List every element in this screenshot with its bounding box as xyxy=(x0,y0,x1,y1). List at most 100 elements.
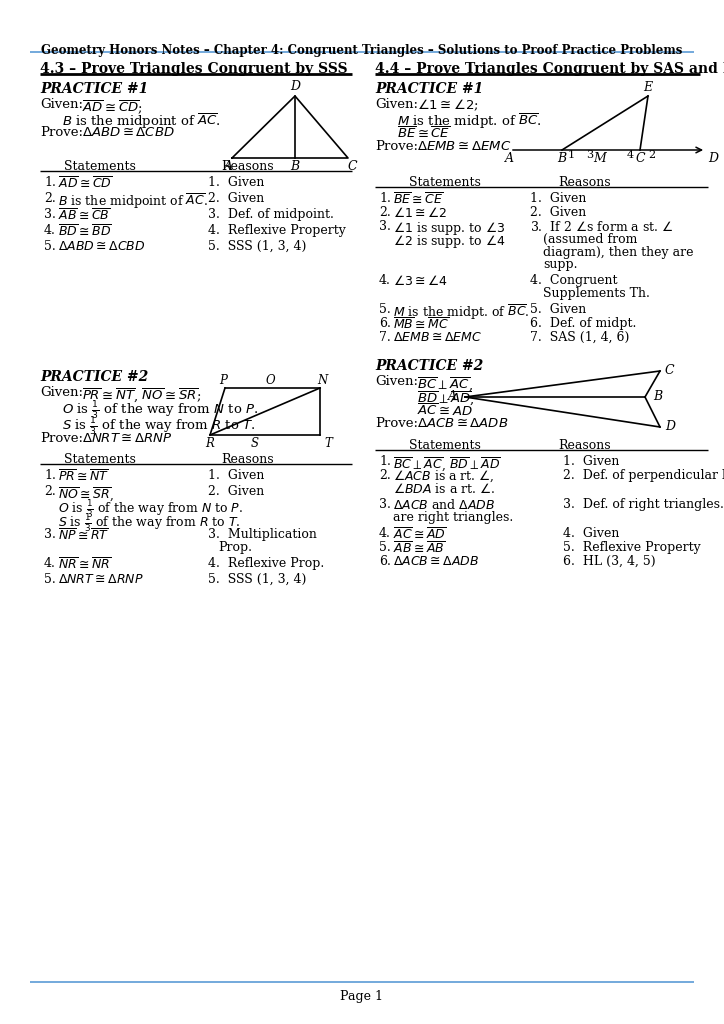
Text: B: B xyxy=(290,160,300,173)
Text: 4.  Given: 4. Given xyxy=(563,527,619,540)
Text: 6.  Def. of midpt.: 6. Def. of midpt. xyxy=(530,317,636,330)
Text: R: R xyxy=(205,437,214,450)
Text: $B$ is the midpoint of $\overline{AC}$.: $B$ is the midpoint of $\overline{AC}$. xyxy=(62,112,221,131)
Text: 1.  Given: 1. Given xyxy=(563,455,619,468)
Text: B: B xyxy=(557,152,567,165)
Text: 4.4 – Prove Triangles Congruent by SAS and HL: 4.4 – Prove Triangles Congruent by SAS a… xyxy=(375,62,724,76)
Text: 6.  HL (3, 4, 5): 6. HL (3, 4, 5) xyxy=(563,555,656,568)
Text: 2.  Def. of perpendicular lines.: 2. Def. of perpendicular lines. xyxy=(563,469,724,482)
Text: C: C xyxy=(348,160,357,173)
Text: 3.  Def. of midpoint.: 3. Def. of midpoint. xyxy=(208,208,334,221)
Text: $\Delta ABD \cong \Delta CBD$: $\Delta ABD \cong \Delta CBD$ xyxy=(58,240,146,253)
Text: 4.: 4. xyxy=(379,527,391,540)
Text: 2.: 2. xyxy=(44,193,56,205)
Text: Given:: Given: xyxy=(40,386,83,399)
Text: N: N xyxy=(317,374,327,387)
Text: 2: 2 xyxy=(648,150,655,160)
Text: 5.: 5. xyxy=(379,541,391,554)
Text: $\overline{NR} \cong \overline{NR}$: $\overline{NR} \cong \overline{NR}$ xyxy=(58,557,111,572)
Text: $\angle 1 \cong \angle 2$: $\angle 1 \cong \angle 2$ xyxy=(393,206,447,220)
Text: $\overline{BC} \perp \overline{AC}$, $\overline{BD} \perp \overline{AD}$: $\overline{BC} \perp \overline{AC}$, $\o… xyxy=(393,455,501,472)
Text: A: A xyxy=(224,160,232,173)
Text: 2.  Given: 2. Given xyxy=(208,485,264,498)
Text: B: B xyxy=(653,390,662,403)
Text: 4.: 4. xyxy=(379,274,391,287)
Text: O: O xyxy=(265,374,275,387)
Text: $\overline{PR} \cong \overline{NT}$, $\overline{NO} \cong \overline{SR}$;: $\overline{PR} \cong \overline{NT}$, $\o… xyxy=(82,386,201,403)
Text: $\Delta NRT \cong \Delta RNP$: $\Delta NRT \cong \Delta RNP$ xyxy=(82,432,173,445)
Text: 3.  Def. of right triangles.: 3. Def. of right triangles. xyxy=(563,498,724,511)
Text: supp.: supp. xyxy=(543,258,578,271)
Text: M: M xyxy=(594,152,607,165)
Text: $\Delta NRT \cong \Delta RNP$: $\Delta NRT \cong \Delta RNP$ xyxy=(58,573,143,586)
Text: 3.: 3. xyxy=(44,208,56,221)
Text: Reasons: Reasons xyxy=(559,439,611,452)
Text: 2.  Given: 2. Given xyxy=(530,206,586,219)
Text: 5.: 5. xyxy=(379,303,391,316)
Text: Reasons: Reasons xyxy=(222,160,274,173)
Text: $\overline{BE} \cong \overline{CE}$: $\overline{BE} \cong \overline{CE}$ xyxy=(397,126,450,141)
Text: $\overline{MB} \cong \overline{MC}$: $\overline{MB} \cong \overline{MC}$ xyxy=(393,317,449,333)
Text: Prove:: Prove: xyxy=(40,126,83,139)
Text: Prove:: Prove: xyxy=(375,417,418,430)
Text: $S$ is $\frac{1}{3}$ of the way from $R$ to $T$.: $S$ is $\frac{1}{3}$ of the way from $R$… xyxy=(58,512,240,534)
Text: 4.  Reflexive Prop.: 4. Reflexive Prop. xyxy=(208,557,324,570)
Text: $\overline{BE} \cong \overline{CE}$: $\overline{BE} \cong \overline{CE}$ xyxy=(393,193,443,208)
Text: $\overline{BC} \perp \overline{AC}$,: $\overline{BC} \perp \overline{AC}$, xyxy=(417,375,473,393)
Text: PRACTICE #2: PRACTICE #2 xyxy=(375,359,483,373)
Text: $\overline{PR} \cong \overline{NT}$: $\overline{PR} \cong \overline{NT}$ xyxy=(58,469,109,484)
Text: Prove:: Prove: xyxy=(375,140,418,153)
Text: 5.  Given: 5. Given xyxy=(530,303,586,316)
Text: Reasons: Reasons xyxy=(559,176,611,189)
Text: $\Delta ACB$ and $\Delta ADB$: $\Delta ACB$ and $\Delta ADB$ xyxy=(393,498,495,512)
Text: $O$ is $\frac{1}{3}$ of the way from $N$ to $P$.: $O$ is $\frac{1}{3}$ of the way from $N$… xyxy=(58,498,243,520)
Text: D: D xyxy=(708,152,718,165)
Text: 4.  Congruent: 4. Congruent xyxy=(530,274,618,287)
Text: $\angle 2$ is supp. to $\angle 4$: $\angle 2$ is supp. to $\angle 4$ xyxy=(393,233,506,250)
Text: 1: 1 xyxy=(568,150,575,160)
Text: PRACTICE #1: PRACTICE #1 xyxy=(375,82,483,96)
Text: 6.: 6. xyxy=(379,555,391,568)
Text: $\angle BDA$ is a rt. $\angle$.: $\angle BDA$ is a rt. $\angle$. xyxy=(393,482,496,496)
Text: S: S xyxy=(251,437,259,450)
Text: 2.  Given: 2. Given xyxy=(208,193,264,205)
Text: $\overline{NP} \cong \overline{RT}$: $\overline{NP} \cong \overline{RT}$ xyxy=(58,528,109,544)
Text: C: C xyxy=(635,152,645,165)
Text: $\angle 3 \cong \angle 4$: $\angle 3 \cong \angle 4$ xyxy=(393,274,448,288)
Text: 4.3 – Prove Triangles Congruent by SSS: 4.3 – Prove Triangles Congruent by SSS xyxy=(40,62,348,76)
Text: 2.: 2. xyxy=(44,485,56,498)
Text: Statements: Statements xyxy=(64,160,136,173)
Text: $\overline{BD} \perp \overline{AD}$,: $\overline{BD} \perp \overline{AD}$, xyxy=(417,389,475,407)
Text: 4: 4 xyxy=(627,150,634,160)
Text: Prove:: Prove: xyxy=(40,432,83,445)
Text: 6.: 6. xyxy=(379,317,391,330)
Text: $\Delta EMB \cong \Delta EMC$: $\Delta EMB \cong \Delta EMC$ xyxy=(393,331,482,344)
Text: (assumed from: (assumed from xyxy=(543,233,637,246)
Text: $\overline{AD} \cong \overline{CD}$;: $\overline{AD} \cong \overline{CD}$; xyxy=(82,98,143,116)
Text: A: A xyxy=(505,152,513,165)
Text: $S$ is $\frac{1}{3}$ of the way from $R$ to $T$.: $S$ is $\frac{1}{3}$ of the way from $R$… xyxy=(62,416,256,438)
Text: 4.: 4. xyxy=(44,224,56,237)
Text: $\Delta ACB \cong \Delta ADB$: $\Delta ACB \cong \Delta ADB$ xyxy=(393,555,479,568)
Text: $\overline{AB} \cong \overline{AB}$: $\overline{AB} \cong \overline{AB}$ xyxy=(393,541,445,556)
Text: C: C xyxy=(665,365,675,378)
Text: $\overline{AC} \cong AD$: $\overline{AC} \cong AD$ xyxy=(417,403,473,419)
Text: $M$ is the midpt. of $\overline{BC}$.: $M$ is the midpt. of $\overline{BC}$. xyxy=(393,303,529,323)
Text: $\overline{AB} \cong \overline{CB}$: $\overline{AB} \cong \overline{CB}$ xyxy=(58,208,111,223)
Text: $\angle 1 \cong \angle 2$;: $\angle 1 \cong \angle 2$; xyxy=(417,98,479,114)
Text: $\overline{NO} \cong \overline{SR}$,: $\overline{NO} \cong \overline{SR}$, xyxy=(58,485,114,503)
Text: 7.  SAS (1, 4, 6): 7. SAS (1, 4, 6) xyxy=(530,331,629,344)
Text: $\angle ACB$ is a rt. $\angle$,: $\angle ACB$ is a rt. $\angle$, xyxy=(393,469,494,484)
Text: 7.: 7. xyxy=(379,331,391,344)
Text: 3.: 3. xyxy=(44,528,56,541)
Text: 3.: 3. xyxy=(379,498,391,511)
Text: E: E xyxy=(644,81,652,94)
Text: Reasons: Reasons xyxy=(222,453,274,466)
Text: D: D xyxy=(290,80,300,93)
Text: Prop.: Prop. xyxy=(218,541,252,554)
Text: Given:: Given: xyxy=(40,98,83,111)
Text: Page 1: Page 1 xyxy=(340,990,384,1002)
Text: $\Delta EMB \cong \Delta EMC$: $\Delta EMB \cong \Delta EMC$ xyxy=(417,140,511,153)
Text: 3.  If 2 $\angle$s form a st. $\angle$: 3. If 2 $\angle$s form a st. $\angle$ xyxy=(530,220,673,234)
Text: Statements: Statements xyxy=(64,453,136,466)
